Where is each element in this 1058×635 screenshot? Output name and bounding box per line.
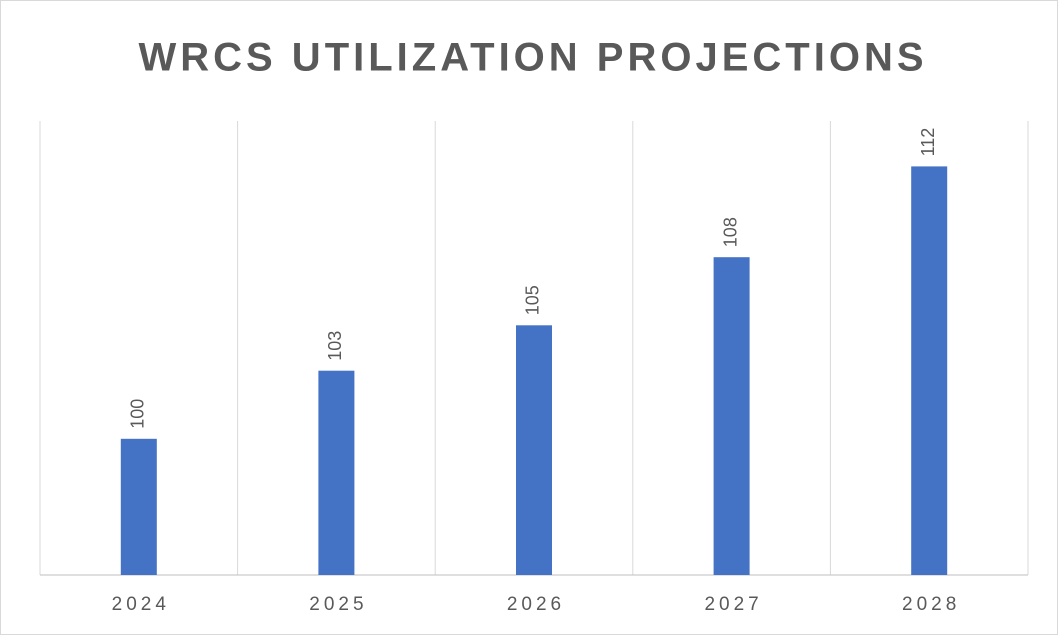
data-label: 112 (918, 128, 938, 157)
x-tick-label: 2024 (112, 594, 170, 615)
data-label: 105 (523, 285, 543, 315)
data-label: 108 (720, 217, 740, 247)
bar (120, 438, 157, 575)
x-tick-label: 2028 (902, 594, 960, 615)
x-tick-label: 2027 (704, 594, 762, 615)
bar (318, 370, 355, 575)
chart-title: WRCS UTILIZATION PROJECTIONS (138, 36, 927, 80)
data-label: 103 (325, 331, 345, 361)
bar (911, 166, 948, 575)
x-tick-label: 2025 (309, 594, 367, 615)
bar (713, 257, 750, 575)
x-tick-label: 2026 (507, 594, 565, 615)
data-label: 100 (128, 399, 148, 429)
bar (516, 325, 552, 575)
